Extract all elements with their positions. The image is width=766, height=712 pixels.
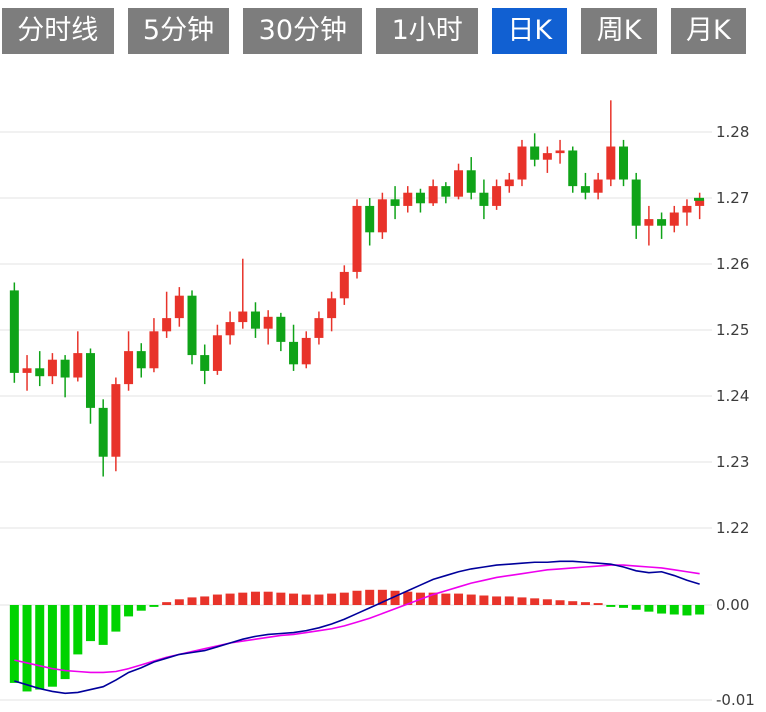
price-axis-label: 1.26: [716, 255, 749, 273]
macd-axis-label: -0.01: [716, 691, 755, 709]
tab-daily-k[interactable]: 日K: [492, 8, 568, 54]
tab-30min[interactable]: 30分钟: [243, 8, 363, 54]
price-gridlines: [0, 131, 712, 529]
price-axis-label: 1.24: [716, 387, 749, 405]
price-axis-label: 1.27: [716, 189, 749, 207]
tab-1hour[interactable]: 1小时: [376, 8, 479, 54]
price-axis-labels: 1.28 1.27 1.26 1.25 1.24 1.23 1.22: [716, 123, 749, 537]
price-axis-label: 1.25: [716, 321, 749, 339]
price-axis-label: 1.22: [716, 519, 749, 537]
macd-axis-label: 0.00: [716, 596, 749, 614]
tab-monthly-k[interactable]: 月K: [670, 8, 747, 54]
dif-line: [14, 560, 700, 695]
macd-gridlines: 0.00 -0.01: [0, 596, 755, 709]
price-axis-label: 1.23: [716, 453, 749, 471]
timeframe-toolbar: 分时线 5分钟 30分钟 1小时 日K 周K 月K: [2, 8, 747, 54]
macd-histogram: [9, 589, 705, 692]
candles-layer: [9, 100, 705, 477]
tab-5min[interactable]: 5分钟: [127, 8, 230, 54]
tab-timeline[interactable]: 分时线: [2, 8, 114, 54]
price-axis-label: 1.28: [716, 123, 749, 141]
dea-line: [14, 564, 700, 674]
tab-weekly-k[interactable]: 周K: [581, 8, 657, 54]
